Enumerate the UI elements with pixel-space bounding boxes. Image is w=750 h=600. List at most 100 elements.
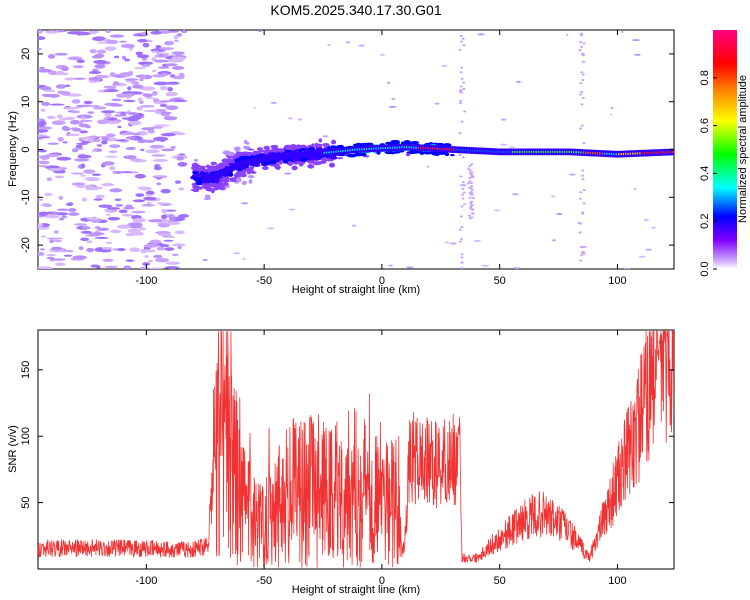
spectrogram-noise-cell [46, 115, 56, 120]
spectrogram-ridge-cell [199, 165, 207, 169]
spectrogram-noise-cell [141, 127, 155, 131]
spectrogram-x-tick-label: 50 [494, 275, 506, 287]
spectrogram-noise-cell [64, 77, 76, 81]
spectrogram-ridge-cell [192, 162, 197, 166]
spectrogram-ridge-cell [192, 189, 200, 193]
spectrogram-ridge-cell [360, 142, 370, 146]
spectrogram-ridge-cell [240, 157, 245, 160]
colorbar-tick-label: 0.2 [699, 214, 711, 229]
spectrogram-ridge-cell [206, 164, 210, 168]
spectrogram-noise-cell [461, 187, 465, 190]
spectrogram-ridge-cell [347, 153, 357, 158]
spectrogram-noise-cell [60, 66, 69, 72]
spectrogram-noise-cell [63, 106, 79, 110]
spectrogram-noise-cell [93, 59, 107, 64]
spectrogram-noise-cell [458, 132, 462, 135]
spectrogram-noise-cell [178, 72, 185, 78]
spectrogram-noise-cell [298, 118, 303, 121]
spectrogram-noise-cell [388, 264, 393, 267]
spectrogram-noise-cell [101, 136, 110, 141]
spectrogram-noise-cell [47, 168, 64, 171]
spectrogram-noise-cell [125, 146, 137, 151]
spectrogram-noise-cell [288, 208, 296, 211]
spectrogram-noise-cell [137, 38, 148, 43]
spectrogram-noise-cell [86, 247, 95, 253]
spectrogram-noise-cell [580, 45, 584, 48]
spectrogram-noise-cell [54, 230, 59, 234]
spectrogram-noise-cell [158, 47, 175, 50]
spectrogram-noise-cell [101, 183, 115, 187]
snr-x-ticks: -100 -50 0 50 100 [135, 330, 627, 587]
spectrogram-noise-cell [470, 212, 474, 215]
spectrogram-noise-cell [116, 93, 127, 98]
spectrogram-noise-cell [131, 210, 146, 214]
spectrogram-noise-cell [105, 30, 111, 34]
spectrogram-noise-cell [139, 86, 156, 91]
spectrogram-noise-cell [92, 68, 99, 72]
spectrogram-noise-cell [470, 188, 474, 191]
spectrogram-noise-cell [144, 254, 149, 258]
spectrogram-ridge-cell [270, 144, 279, 148]
snr-panel: -100 -50 0 50 100 50 100 150 Height of straigh… [7, 329, 675, 596]
spectrogram-noise-cell [47, 54, 56, 59]
spectrogram-noise-cell [233, 252, 241, 255]
spectrogram-ridge-cell [291, 165, 298, 171]
spectrogram-ridge-cell [210, 161, 218, 165]
spectrogram-noise-cell [64, 249, 75, 253]
spectrogram-ridge-cell [192, 176, 199, 180]
spectrogram-noise-cell [470, 185, 474, 188]
spectrogram-noise-cell [62, 126, 71, 132]
spectrogram-heatmap [38, 30, 674, 269]
spectrogram-noise-cell [88, 138, 93, 143]
spectrogram-y-tick-label: 20 [20, 48, 32, 60]
spectrogram-noise-cell [633, 188, 637, 191]
spectrogram-noise-cell [651, 226, 656, 229]
spectrogram-noise-cell [466, 167, 470, 170]
spectrogram-noise-cell [41, 101, 51, 107]
spectrogram-y-tick-label: -20 [20, 237, 32, 253]
spectrogram-noise-cell [109, 166, 116, 171]
spectrogram-x-tick-label: -50 [256, 275, 272, 287]
spectrogram-noise-cell [75, 142, 89, 145]
spectrogram-ridge-cell [294, 149, 300, 153]
spectrogram-noise-cell [94, 64, 106, 69]
spectrogram-noise-cell [145, 193, 151, 197]
spectrogram-noise-cell [98, 204, 113, 208]
spectrogram-noise-cell [434, 102, 440, 105]
spectrogram-noise-cell [44, 215, 60, 219]
spectrogram-noise-cell [105, 39, 119, 45]
spectrogram-noise-cell [125, 136, 136, 140]
spectrogram-noise-cell [95, 265, 101, 269]
snr-y-tick-label: 150 [20, 361, 32, 379]
spectrogram-noise-cell [158, 243, 170, 248]
spectrogram-ridge-cell [287, 161, 293, 166]
spectrogram-y-ticks: -20 -10 0 10 20 [20, 48, 674, 253]
spectrogram-noise-cell [458, 228, 462, 231]
snr-x-tick-label: -50 [256, 575, 272, 587]
spectrogram-noise-cell [578, 40, 582, 43]
spectrogram-ridge-cell [299, 144, 307, 149]
spectrogram-noise-cell [156, 182, 162, 186]
spectrogram-ridge-cell [246, 170, 251, 175]
spectrogram-noise-cell [38, 129, 49, 133]
spectrogram-noise-cell [111, 98, 122, 102]
spectrogram-noise-cell [468, 171, 472, 174]
spectrogram-noise-cell [458, 101, 462, 104]
spectrogram-ridge-cell [221, 176, 230, 182]
spectrogram-noise-cell [101, 246, 113, 250]
spectrogram-noise-cell [565, 33, 569, 36]
spectrogram-noise-cell [145, 96, 155, 99]
spectrogram-noise-cell [84, 177, 101, 182]
spectrogram-noise-cell [147, 39, 153, 43]
spectrogram-noise-cell [462, 87, 466, 90]
spectrogram-noise-cell [45, 153, 61, 158]
spectrogram-noise-cell [202, 258, 208, 261]
spectrogram-noise-cell [166, 81, 180, 85]
spectrogram-noise-cell [581, 60, 586, 63]
spectrogram-noise-cell [116, 119, 122, 123]
spectrogram-noise-cell [170, 56, 186, 61]
spectrogram-noise-cell [142, 42, 150, 48]
spectrogram-noise-cell [39, 66, 45, 70]
spectrogram-noise-cell [166, 221, 181, 225]
spectrogram-noise-cell [145, 149, 160, 154]
